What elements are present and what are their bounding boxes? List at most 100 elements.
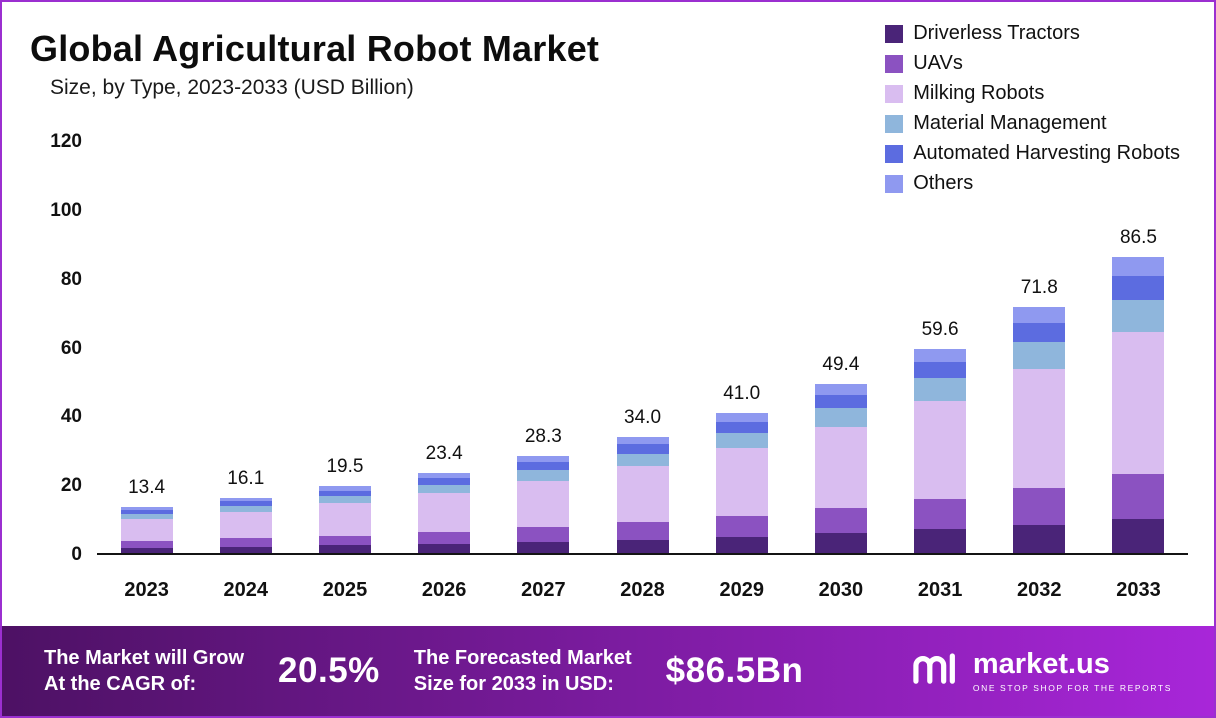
forecast-label-line1: The Forecasted Market [413, 647, 632, 669]
x-tick-label: 2029 [719, 578, 764, 601]
legend-swatch [885, 144, 904, 163]
bar-segment [715, 432, 768, 449]
stacked-bar [814, 383, 867, 553]
bar-segment [418, 493, 471, 532]
bar-total-label: 16.1 [227, 467, 265, 489]
stacked-bar [219, 497, 272, 553]
bar-segment [418, 478, 471, 485]
bar-segment [914, 361, 967, 379]
bar-group: 41.0 [692, 142, 791, 553]
bar-segment [616, 466, 669, 523]
forecast-value: $86.5Bn [665, 651, 804, 690]
bar-total-label: 59.6 [921, 318, 959, 340]
legend-item: Others [885, 172, 1180, 195]
bar-segment [120, 507, 173, 511]
bar-total-label: 23.4 [425, 442, 463, 464]
bar-segment [517, 480, 570, 528]
stacked-bar [914, 348, 967, 553]
bar-segment [715, 421, 768, 433]
bar-segment [318, 535, 371, 546]
bar-segment [1112, 474, 1165, 519]
bar-segment [1112, 299, 1165, 333]
bar-group: 71.8 [990, 142, 1089, 553]
x-axis: 2023 2024 2025 2026 2027 2028 2029 2030 2031 2032… [97, 570, 1188, 610]
plot-area: 13.4 16.1 19.5 23.4 28.3 34.0 41.0 49.4 59.6 71.8… [97, 142, 1188, 555]
x-tick-label: 2026 [421, 578, 467, 601]
bar-group: 13.4 [97, 142, 196, 553]
legend-swatch [885, 84, 904, 103]
bar-segment [418, 472, 471, 478]
bar-segment [219, 538, 272, 547]
cagr-label: The Market will Grow At the CAGR of: [44, 645, 244, 697]
legend-label: Material Management [913, 112, 1107, 134]
legend-label: UAVs [913, 52, 963, 74]
bar-group: 19.5 [295, 142, 394, 553]
bar-segment [318, 490, 371, 497]
bar-segment [616, 539, 669, 553]
bar-segment [318, 486, 371, 491]
y-axis: 0 20 40 60 80 100 120 [22, 131, 90, 565]
x-tick-label: 2027 [521, 578, 566, 601]
legend-item: Milking Robots [885, 82, 1180, 105]
bar-segment [616, 522, 669, 540]
y-tick-label: 100 [50, 199, 82, 221]
legend-item: UAVs [885, 52, 1180, 75]
bar-segment [1013, 342, 1066, 370]
bar-segment [418, 484, 471, 494]
forecast-label: The Forecasted Market Size for 2033 in U… [414, 645, 632, 697]
bar-segment [517, 470, 570, 481]
chart-subtitle: Size, by Type, 2023-2033 (USD Billion) [50, 76, 414, 99]
x-tick-label: 2024 [223, 578, 269, 601]
bar-segment [120, 510, 173, 514]
bar-segment [1013, 307, 1066, 323]
bar-total-label: 34.0 [624, 406, 662, 428]
bar-segment [814, 533, 867, 553]
x-tick-label: 2030 [818, 578, 864, 601]
bar-segment [1013, 322, 1066, 343]
footer: The Market will Grow At the CAGR of: 20.… [2, 626, 1214, 716]
legend-label: Driverless Tractors [913, 22, 1080, 44]
bar-group: 23.4 [395, 142, 494, 553]
y-tick-label: 40 [60, 406, 82, 428]
bar-segment [914, 400, 967, 499]
legend-item: Automated Harvesting Robots [885, 142, 1180, 165]
y-tick-label: 20 [60, 475, 82, 497]
legend-swatch [885, 24, 904, 43]
bar-group: 28.3 [494, 142, 593, 553]
bar-segment [517, 456, 570, 463]
x-tick-label: 2032 [1017, 578, 1062, 601]
bar-segment [120, 519, 173, 542]
x-tick-label: 2031 [917, 578, 963, 601]
bar-group: 49.4 [791, 142, 890, 553]
bar-segment [219, 505, 272, 512]
bar-total-label: 28.3 [524, 426, 562, 448]
bar-segment [418, 531, 471, 544]
bar-segment [318, 545, 371, 553]
bar-total-label: 19.5 [326, 456, 364, 478]
legend: Driverless Tractors UAVs Milking Robots Mat… [885, 22, 1180, 195]
bar-segment [517, 527, 570, 542]
bar-segment [616, 444, 669, 454]
legend-swatch [885, 174, 904, 193]
forecast-label-line2: Size for 2033 in USD: [413, 673, 614, 695]
legend-label: Milking Robots [913, 82, 1045, 104]
bar-segment [914, 529, 967, 553]
chart-header: Global Agricultural Robot Market Size, b… [30, 28, 599, 100]
bar-group: 16.1 [196, 142, 295, 553]
bar-segment [318, 496, 371, 504]
stacked-bar [418, 472, 471, 553]
stacked-bar [120, 507, 173, 553]
brand-tagline: ONE STOP SHOP FOR THE REPORTS [972, 682, 1172, 693]
x-tick-label: 2023 [124, 578, 169, 601]
bar-segment [814, 426, 867, 509]
y-tick-label: 120 [50, 131, 82, 152]
bar-total-label: 71.8 [1020, 277, 1058, 299]
bar-total-label: 41.0 [723, 382, 761, 404]
bar-segment [1112, 332, 1165, 475]
legend-item: Driverless Tractors [885, 22, 1180, 45]
bar-segment [1013, 524, 1066, 553]
chart-title: Global Agricultural Robot Market [30, 28, 600, 69]
y-tick-label: 80 [60, 268, 82, 290]
bar-segment [517, 462, 570, 471]
